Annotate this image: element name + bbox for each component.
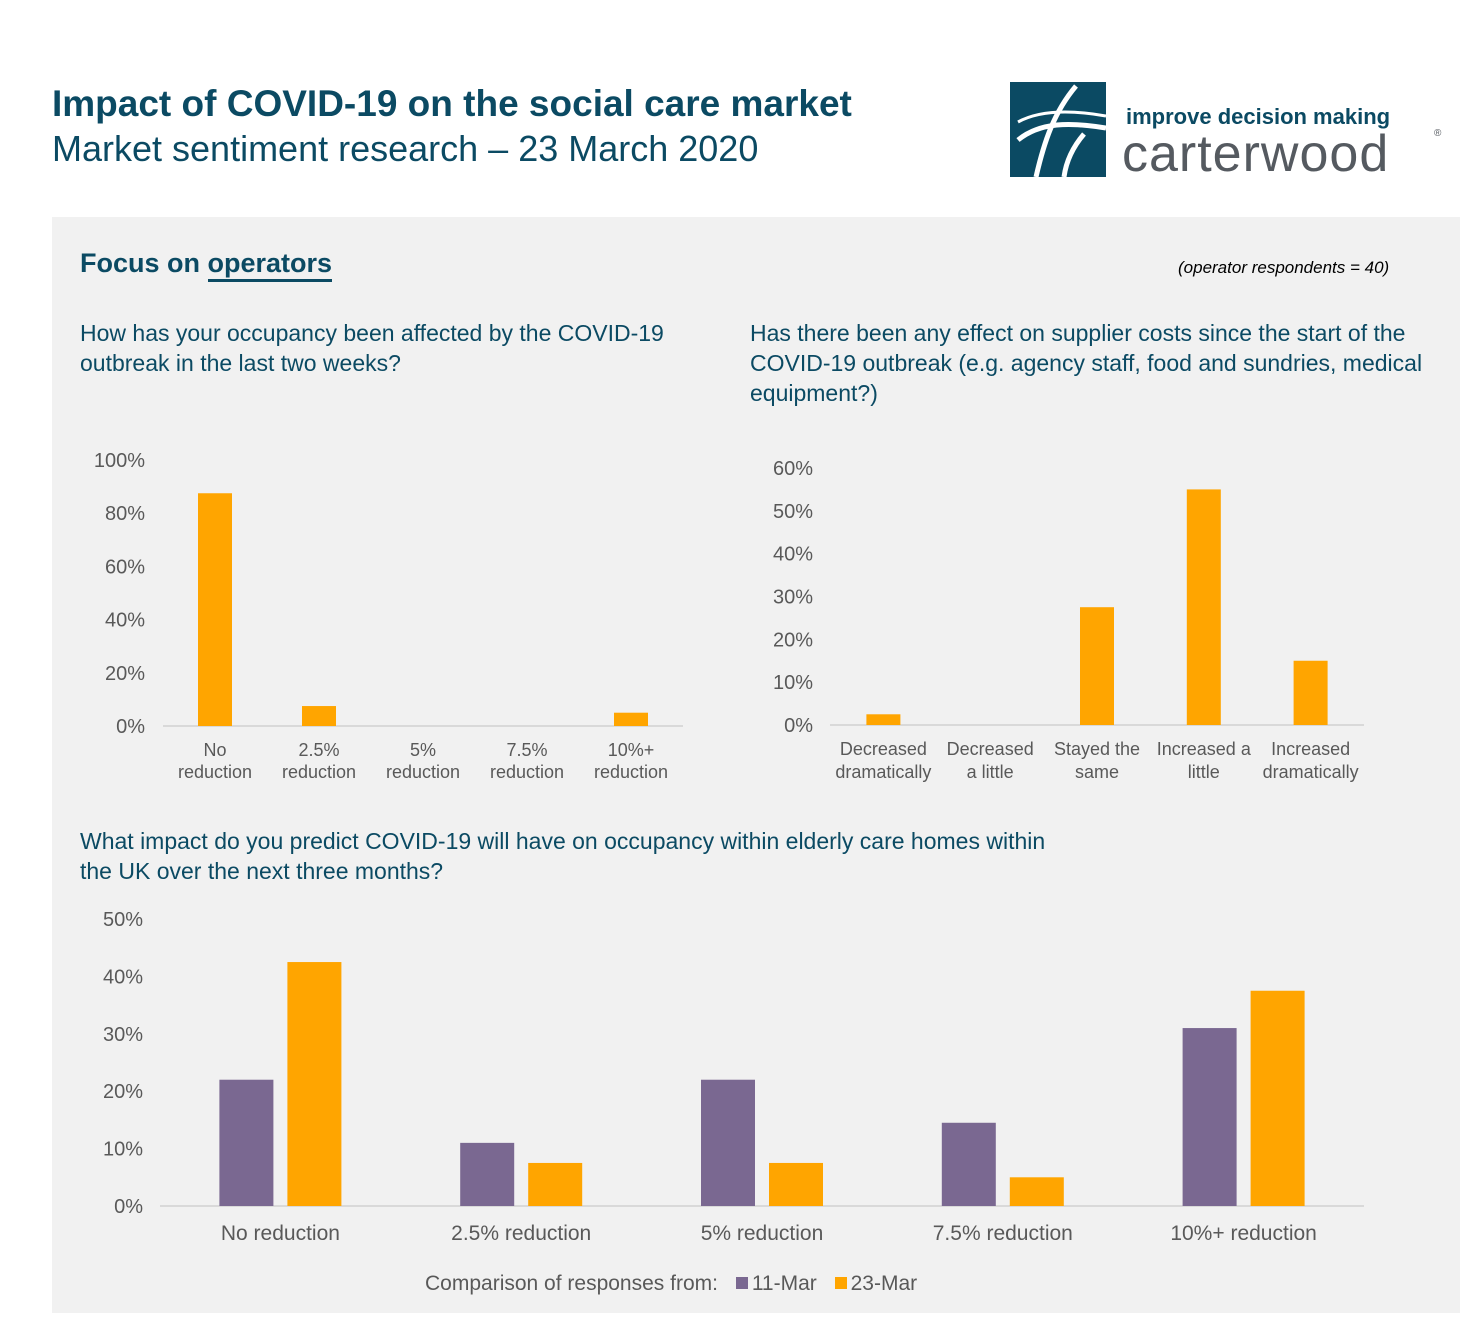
legend-label-23-mar: 23-Mar: [850, 1272, 918, 1295]
chart3-bar-23-mar: [287, 962, 342, 1206]
chart1-xtick: No: [203, 740, 226, 760]
chart2-ytick: 0%: [784, 715, 813, 737]
logo-tagline: improve decision making: [1126, 104, 1391, 129]
chart3-bar-11-mar: [701, 1079, 755, 1206]
chart3-bar-11-mar: [941, 1122, 996, 1206]
chart2-xtick: Decreased: [840, 739, 927, 759]
chart1-xtick: reduction: [178, 762, 252, 782]
chart3-question: What impact do you predict COVID-19 will…: [80, 828, 1046, 884]
focus-heading: Focus on operators: [80, 248, 333, 282]
legend-swatch-11-mar: [735, 1276, 748, 1289]
chart2-xtick: a little: [967, 762, 1014, 782]
chart2-ytick: 50%: [773, 501, 813, 523]
chart2-xtick: dramatically: [835, 762, 931, 782]
carterwood-logo: improve decision making carterwood ®: [1010, 82, 1450, 183]
chart1-question: How has your occupancy been affected by …: [80, 320, 664, 376]
chart3-xtick: 5% reduction: [701, 1222, 824, 1245]
legend-title: Comparison of responses from:: [425, 1272, 718, 1295]
chart2-bar: [1080, 607, 1114, 725]
chart1-xtick: 5%: [410, 740, 436, 760]
chart3-legend: Comparison of responses from: 11-Mar 23-…: [425, 1272, 917, 1296]
chart2-ytick: 20%: [773, 629, 813, 651]
chart1-xtick: 7.5%: [506, 740, 547, 760]
chart1-ytick: 0%: [116, 716, 145, 738]
chart3-bar-11-mar: [460, 1142, 515, 1206]
chart1-xtick: reduction: [490, 762, 564, 782]
chart1-xtick: reduction: [594, 762, 668, 782]
chart2-xtick: same: [1075, 762, 1119, 782]
chart2-xtick: dramatically: [1263, 762, 1359, 782]
chart3-xtick: 7.5% reduction: [933, 1222, 1073, 1245]
chart1-ytick: 100%: [94, 450, 145, 472]
chart3-bar-23-mar: [528, 1162, 583, 1206]
chart1-bar: [198, 493, 232, 726]
chart3-ytick: 10%: [103, 1139, 143, 1161]
chart1-ytick: 80%: [105, 503, 145, 525]
chart2-ytick: 60%: [773, 458, 813, 480]
chart1-xtick: reduction: [386, 762, 460, 782]
chart2-ytick: 30%: [773, 587, 813, 609]
chart3-bar-23-mar: [769, 1162, 823, 1206]
focus-word: operators: [207, 248, 333, 282]
chart3-bar-11-mar: [1182, 1028, 1237, 1206]
chart3-ytick: 20%: [103, 1081, 143, 1103]
chart3-ytick: 50%: [103, 909, 143, 931]
chart1-ytick: 60%: [105, 556, 145, 578]
chart2-xtick: Stayed the: [1054, 739, 1140, 759]
chart2-bar: [866, 714, 901, 725]
chart2-ytick: 10%: [773, 672, 813, 694]
chart1-bar: [614, 712, 648, 726]
chart2-bar: [1293, 660, 1328, 725]
report-subtitle: Market sentiment research – 23 March 202…: [52, 128, 759, 169]
chart1-xtick: reduction: [282, 762, 356, 782]
focus-prefix: Focus on: [80, 248, 200, 278]
chart2-xtick: Increased: [1271, 739, 1350, 759]
report-title: Impact of COVID-19 on the social care ma…: [52, 83, 852, 124]
legend-swatch-23-mar: [834, 1276, 847, 1289]
chart1-ytick: 20%: [105, 663, 145, 685]
chart1-bar: [302, 706, 336, 726]
logo-mark-icon: [1010, 82, 1107, 178]
chart3-bar-23-mar: [1009, 1177, 1064, 1206]
logo-brand: carterwood: [1122, 125, 1390, 183]
chart3-ytick: 0%: [114, 1196, 143, 1218]
chart3-xtick: No reduction: [221, 1222, 340, 1245]
chart3-ytick: 30%: [103, 1024, 143, 1046]
chart3-xtick: 2.5% reduction: [451, 1222, 591, 1245]
chart2-question: Has there been any effect on supplier co…: [750, 320, 1423, 406]
chart2-xtick: Decreased: [947, 739, 1034, 759]
logo-registered-mark: ®: [1434, 128, 1442, 139]
chart1-xtick: 2.5%: [298, 740, 339, 760]
chart2-bar: [1186, 489, 1221, 725]
report-header: Impact of COVID-19 on the social care ma…: [52, 82, 852, 172]
chart2-xtick: Increased a: [1157, 739, 1252, 759]
chart1-xtick: 10%+: [608, 740, 655, 760]
respondents-note: (operator respondents = 40): [1178, 258, 1390, 277]
chart1-ytick: 40%: [105, 610, 145, 632]
chart3-bar-11-mar: [219, 1079, 274, 1206]
legend-label-11-mar: 11-Mar: [751, 1272, 817, 1295]
chart3-bar-23-mar: [1250, 990, 1305, 1206]
chart3-ytick: 40%: [103, 966, 143, 988]
chart2-ytick: 40%: [773, 544, 813, 566]
chart3-xtick: 10%+ reduction: [1170, 1222, 1317, 1245]
chart2-xtick: little: [1188, 762, 1220, 782]
